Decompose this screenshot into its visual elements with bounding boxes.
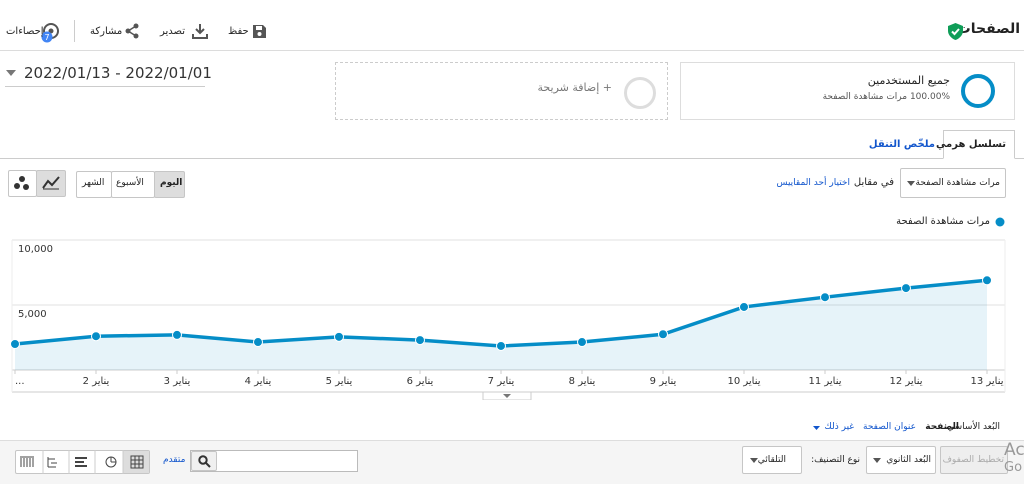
date-dropdown-arrow[interactable] <box>6 70 16 76</box>
expand-arrow <box>503 394 511 398</box>
secondary-dimension-label: البُعد الثانوي <box>886 455 931 465</box>
versus-label: في مقابل <box>853 177 894 188</box>
point <box>496 340 506 351</box>
point <box>577 337 587 348</box>
motion-chart-button[interactable] <box>8 170 37 197</box>
tab-nav-summary[interactable]: ملخّص التنقل <box>868 139 935 150</box>
y-tick-label: 10,000 <box>18 244 53 255</box>
other-arrow <box>813 426 820 430</box>
search-icon <box>198 455 211 468</box>
sort-type-label: نوع التصنيف: <box>811 455 860 465</box>
x-tick-label: 5 يناير <box>326 376 353 387</box>
dimension-page-title[interactable]: عنوان الصفحة <box>863 422 916 432</box>
point <box>334 331 344 342</box>
advanced-link[interactable]: متقدم <box>163 455 186 465</box>
point <box>982 275 992 286</box>
separator <box>74 20 75 42</box>
export-button[interactable]: تصدير <box>160 26 186 37</box>
point <box>820 292 830 303</box>
insights-button[interactable]: إحصاءات <box>6 26 44 37</box>
x-tick-label: 6 يناير <box>407 376 434 387</box>
month-button[interactable] <box>76 171 112 198</box>
search-input[interactable] <box>190 450 358 472</box>
export-icon[interactable] <box>192 23 208 39</box>
dimension-other[interactable]: غير ذلك <box>824 422 854 432</box>
point <box>901 283 911 294</box>
day-label: اليوم <box>160 178 183 188</box>
x-tick-label: 13 يناير <box>970 376 1003 387</box>
point <box>658 329 668 340</box>
area <box>15 280 987 370</box>
plot-rows-label: تخطيط الصفوف <box>942 455 1004 465</box>
x-tick-label: 8 يناير <box>569 376 596 387</box>
line-chart-icon <box>42 176 60 190</box>
share-icon[interactable] <box>124 23 140 39</box>
week-label: الأسبوع <box>116 178 144 188</box>
primary-dimension-label: البُعد الأساسي: <box>944 422 1000 432</box>
x-tick-label: 10 يناير <box>727 376 760 387</box>
x-tick-label: 3 يناير <box>164 376 191 387</box>
point <box>10 339 20 349</box>
point <box>739 301 749 312</box>
x-tick-label: 11 يناير <box>808 376 841 387</box>
x-tick-label: 2 يناير <box>83 376 110 387</box>
x-tick-label: 12 يناير <box>889 376 922 387</box>
sort-dropdown[interactable] <box>742 446 802 474</box>
dropdown-arrow <box>750 458 758 463</box>
x-tick-label: ... <box>15 376 25 387</box>
date-underline <box>5 86 205 87</box>
point <box>253 337 263 348</box>
x-tick-label: 9 يناير <box>650 376 677 387</box>
plot-rows-button[interactable] <box>940 446 1008 474</box>
segment-name: جميع المستخدمين <box>867 74 950 87</box>
dimension-page[interactable]: الصفحة <box>925 422 959 432</box>
sort-value: التلقائي <box>757 455 786 465</box>
date-range[interactable]: 2022/01/13 - 2022/01/01 <box>24 64 212 82</box>
table-toolbar <box>0 440 1024 484</box>
search-button[interactable] <box>191 451 217 471</box>
active-tab[interactable] <box>943 130 1015 159</box>
x-tick-label: 4 يناير <box>245 376 272 387</box>
add-segment[interactable]: + إضافة شريحة <box>537 81 612 94</box>
watermark-line-1: Ac <box>1004 440 1024 460</box>
insights-badge: 7 <box>44 33 49 42</box>
x-tick-label: 7 يناير <box>488 376 515 387</box>
divider <box>0 50 1024 51</box>
week-button[interactable] <box>111 171 155 198</box>
segment-circle <box>961 74 995 108</box>
month-label: الشهر <box>82 178 105 188</box>
motion-chart-icon <box>14 176 29 190</box>
tab-line <box>0 158 1024 159</box>
legend-dot <box>995 217 1005 227</box>
save-button[interactable]: حفظ <box>228 26 249 37</box>
choose-metric[interactable]: اختيار أحد المقاييس <box>776 178 850 188</box>
metric-label: مرات مشاهدة الصفحة <box>915 178 1001 188</box>
add-segment-circle <box>624 77 656 109</box>
segment-detail: 100.00% مرات مشاهدة الصفحة <box>822 92 950 102</box>
y-tick-label: 5,000 <box>18 309 47 320</box>
verified-icon <box>948 23 963 40</box>
chart: 5,000 10,000... 2 يناير 3 يناير 4 يناير 5 ينا… <box>10 239 1006 400</box>
view-icons <box>20 450 144 474</box>
insights-icon[interactable]: 7 <box>40 21 62 43</box>
segment-box[interactable] <box>680 62 1015 120</box>
add-segment-box[interactable] <box>335 62 668 120</box>
tab-hierarchy[interactable]: تسلسل هرمي <box>935 139 1006 150</box>
watermark-line-2: Go <box>1004 460 1023 475</box>
dropdown-arrow <box>873 458 881 463</box>
page-title: الصفحات <box>956 21 1020 37</box>
share-button[interactable]: مشاركة <box>90 26 123 37</box>
save-icon[interactable] <box>252 24 267 39</box>
dropdown-arrow <box>907 181 915 186</box>
metric-dropdown[interactable] <box>900 168 1006 198</box>
point <box>91 331 101 342</box>
point <box>172 329 182 340</box>
point <box>415 335 425 346</box>
legend-label: مرات مشاهدة الصفحة <box>896 216 990 227</box>
